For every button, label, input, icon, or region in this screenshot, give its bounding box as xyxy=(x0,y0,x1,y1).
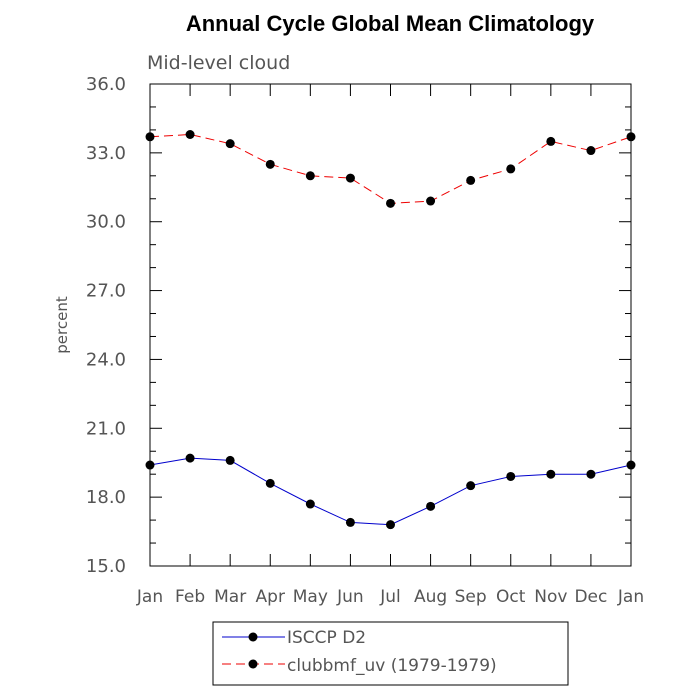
y-axis-label: percent xyxy=(53,296,71,354)
x-tick-label: Aug xyxy=(414,587,447,607)
x-tick-label: Nov xyxy=(534,587,567,607)
data-point xyxy=(426,196,436,206)
data-point xyxy=(546,136,556,146)
data-point xyxy=(345,173,355,183)
x-tick-label: Feb xyxy=(175,587,205,607)
y-tick-label: 18.0 xyxy=(86,487,126,508)
x-tick-label: Sep xyxy=(455,587,487,607)
data-point xyxy=(265,478,275,488)
x-tick-label: Dec xyxy=(574,587,607,607)
x-tick-label: Jul xyxy=(379,587,401,607)
legend-box xyxy=(212,621,569,686)
data-point xyxy=(626,132,636,142)
x-tick-label: Jan xyxy=(136,587,163,607)
series-line-1 xyxy=(149,133,632,204)
legend-label-clubb: clubbmf_uv (1979-1979) xyxy=(287,656,497,676)
chart-title: Annual Cycle Global Mean Climatology xyxy=(186,11,595,36)
data-point xyxy=(386,198,395,208)
x-tick-label: May xyxy=(293,587,328,607)
data-point xyxy=(586,146,596,156)
x-tick-label: Mar xyxy=(214,587,246,607)
y-tick-label: 36.0 xyxy=(86,74,126,95)
x-tick-label: Jan xyxy=(617,587,644,607)
y-tick-label: 21.0 xyxy=(86,418,126,439)
y-tick-label: 15.0 xyxy=(86,556,126,577)
data-point xyxy=(185,129,195,139)
data-point xyxy=(305,499,315,509)
legend-marker-clubb xyxy=(248,659,258,669)
chart-subtitle: Mid-level cloud xyxy=(147,52,290,74)
data-point xyxy=(586,469,596,479)
y-tick-label: 27.0 xyxy=(86,281,126,302)
data-point xyxy=(426,501,436,511)
legend-label-isccp: ISCCP D2 xyxy=(287,628,366,648)
data-point xyxy=(386,520,395,530)
y-tick-label: 24.0 xyxy=(86,349,126,370)
data-point xyxy=(506,164,516,174)
data-point xyxy=(185,453,195,463)
data-point xyxy=(546,469,556,479)
x-tick-label: Oct xyxy=(496,587,526,607)
series-line-0 xyxy=(149,457,632,526)
y-tick-label: 33.0 xyxy=(86,143,126,164)
data-point xyxy=(265,159,275,169)
data-point xyxy=(225,139,235,149)
x-tick-label: Apr xyxy=(256,587,285,607)
data-point xyxy=(225,455,235,465)
data-point xyxy=(305,171,315,181)
data-point xyxy=(145,460,155,470)
data-point xyxy=(466,175,476,185)
data-point xyxy=(145,132,155,142)
y-tick-label: 30.0 xyxy=(86,212,126,233)
plot-frame xyxy=(149,83,632,567)
x-tick-label: Jun xyxy=(336,587,364,607)
y-axis: 15.0 18.0 21.0 24.0 27.0 30.0 33.0 36.0 xyxy=(86,74,631,577)
data-point xyxy=(345,517,355,527)
data-point xyxy=(466,481,476,491)
x-axis: Jan Feb Mar Apr May Jun Jul Aug Sep Oct Nov Dec Jan xyxy=(136,84,644,607)
legend: ISCCP D2 clubbmf_uv (1979-1979) xyxy=(212,621,569,686)
data-point xyxy=(626,460,636,470)
series-layer xyxy=(145,129,636,530)
legend-marker-isccp xyxy=(248,632,258,642)
data-point xyxy=(506,471,516,481)
